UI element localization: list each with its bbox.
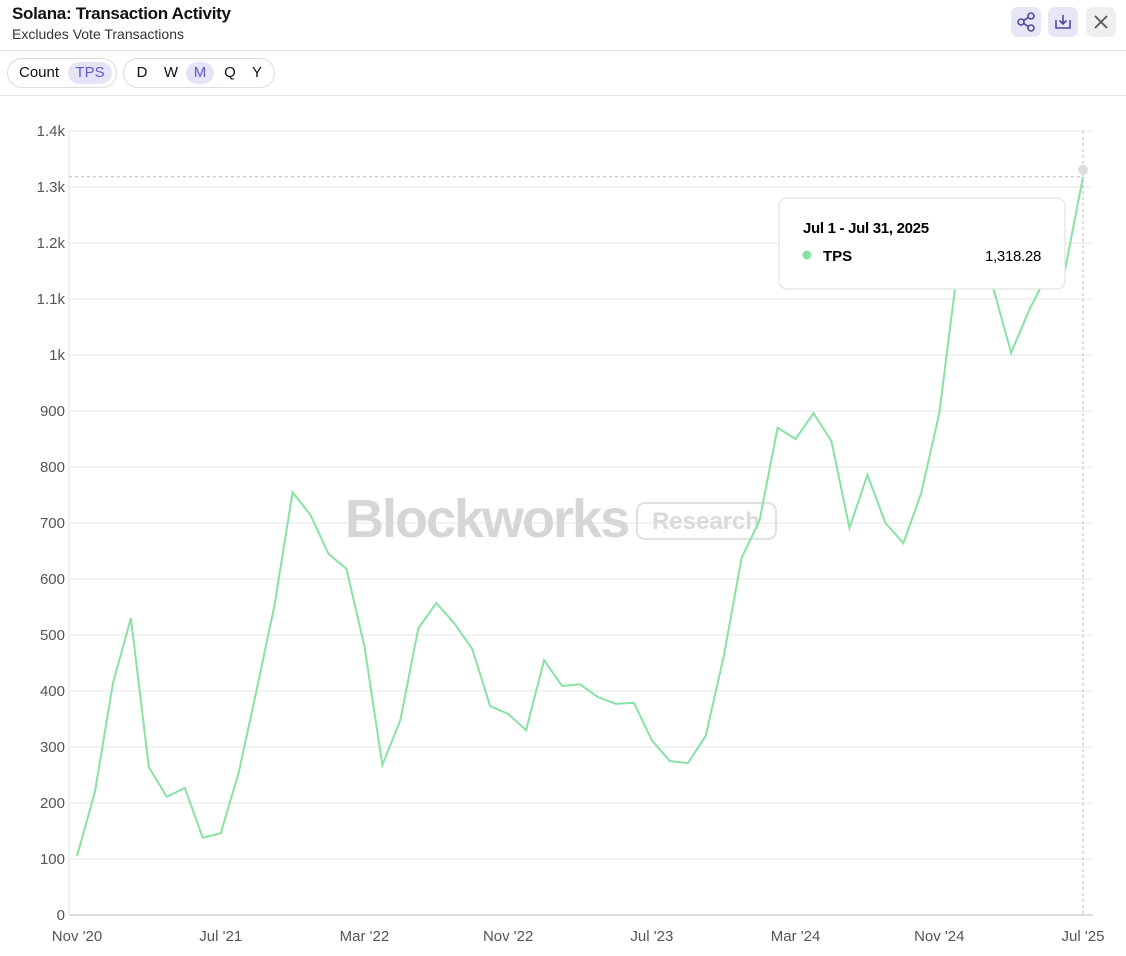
x-tick-label: Mar '24 [771, 928, 821, 945]
download-button[interactable] [1048, 7, 1078, 37]
x-tick-label: Jul '25 [1062, 928, 1105, 945]
y-tick-label: 400 [40, 683, 65, 700]
y-tick-label: 800 [40, 459, 65, 476]
close-icon [1094, 15, 1108, 29]
y-tick-label: 700 [40, 515, 65, 532]
tooltip-swatch [802, 250, 812, 260]
x-tick-label: Nov '22 [483, 928, 533, 945]
y-tick-label: 1k [49, 347, 65, 364]
metric-group [7, 58, 117, 88]
y-tick-label: 200 [40, 795, 65, 812]
tooltip-value: 1,318.28 [985, 248, 1041, 265]
period-option[interactable]: Q [224, 64, 236, 81]
x-tick-label: Jul '23 [630, 928, 673, 945]
period-option[interactable]: M [186, 62, 214, 84]
y-tick-label: 100 [40, 851, 65, 868]
y-tick-label: 1.2k [37, 235, 66, 252]
download-icon [1055, 15, 1071, 29]
y-tick-label: 300 [40, 739, 65, 756]
series-line [76, 176, 1084, 857]
divider [0, 95, 1126, 96]
share-button[interactable] [1011, 7, 1041, 37]
close-button[interactable] [1086, 7, 1116, 37]
tooltip-box [778, 197, 1066, 290]
period-option[interactable]: Y [251, 64, 262, 81]
x-tick-label: Mar '22 [340, 928, 390, 945]
y-tick-label: 500 [40, 627, 65, 644]
subtitle: Excludes Vote Transactions [12, 26, 184, 42]
y-tick-label: 900 [40, 403, 65, 420]
y-tick-label: 1.4k [37, 123, 66, 140]
y-tick-label: 0 [57, 907, 65, 924]
divider [0, 50, 1126, 51]
y-tick-label: 600 [40, 571, 65, 588]
period-group [123, 58, 275, 88]
y-tick-label: 1.3k [37, 179, 66, 196]
y-tick-label: 1.1k [37, 291, 66, 308]
title: Solana: Transaction Activity [12, 4, 231, 23]
tooltip-series: TPS [823, 248, 852, 265]
hover-point [1078, 164, 1088, 175]
x-tick-label: Nov '24 [914, 928, 964, 945]
watermark-tag: Research [652, 508, 760, 535]
period-option[interactable]: W [163, 64, 179, 81]
watermark-box [636, 502, 777, 540]
period-option[interactable]: D [136, 64, 148, 81]
x-tick-label: Nov '20 [52, 928, 102, 945]
metric-option[interactable]: TPS [68, 62, 112, 84]
metric-option[interactable]: Count [18, 64, 60, 81]
tooltip-title: Jul 1 - Jul 31, 2025 [803, 220, 929, 237]
share-icon [1017, 12, 1035, 32]
x-tick-label: Jul '21 [199, 928, 242, 945]
watermark-brand: Blockworks [345, 489, 628, 549]
